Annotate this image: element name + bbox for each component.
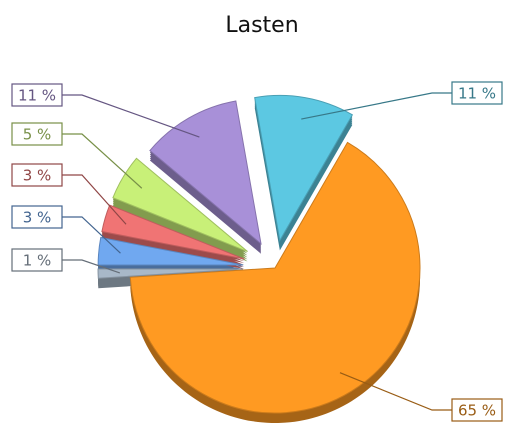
leader-line: [339, 372, 452, 411]
label-box: [451, 398, 503, 422]
leader-line: [62, 259, 121, 274]
leader-line: [62, 133, 143, 189]
leader-line: [62, 174, 127, 225]
data-label: 65 %: [458, 402, 496, 420]
slice: [149, 100, 262, 246]
data-label: 3 %: [23, 209, 52, 227]
data-label: 3 %: [23, 167, 52, 185]
data-label: 11 %: [458, 85, 496, 103]
label-box: [451, 81, 503, 105]
label-box: [11, 122, 63, 146]
slice: [129, 141, 421, 414]
leader-line: [62, 216, 121, 254]
data-label: 5 %: [23, 126, 52, 144]
chart-title: Lasten: [225, 13, 298, 38]
label-box: [11, 83, 63, 107]
leader-line: [62, 94, 200, 138]
data-label: 11 %: [18, 87, 56, 105]
label-box: [11, 205, 63, 229]
leader-line: [301, 92, 452, 120]
label-box: [11, 248, 63, 272]
slice: [112, 157, 248, 253]
data-label: 1 %: [23, 252, 52, 270]
slice: [254, 94, 354, 242]
slice: [97, 268, 244, 279]
label-box: [11, 163, 63, 187]
